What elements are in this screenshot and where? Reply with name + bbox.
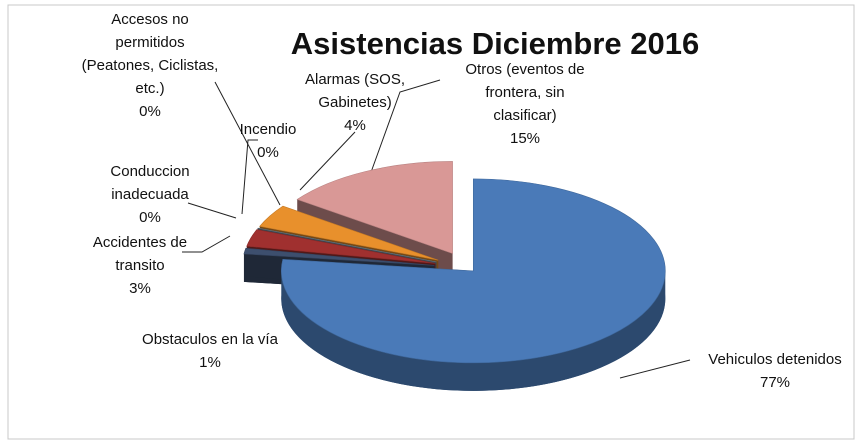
slice-label: Otros (eventos de frontera, sin clasificar… xyxy=(465,61,584,124)
slice-label: Accidentes de transito xyxy=(93,234,187,274)
leader-line xyxy=(619,359,691,379)
slice-label: Vehiculos detenidos xyxy=(708,351,841,368)
leader-line xyxy=(299,131,356,191)
slice-top xyxy=(259,205,439,261)
leader-line xyxy=(182,235,231,253)
slice-value-label: 4% xyxy=(344,117,366,134)
leader-lines xyxy=(182,79,691,379)
slice-label: Incendio xyxy=(240,121,297,138)
slice-top xyxy=(280,178,666,364)
slice-top xyxy=(246,229,436,264)
chart-title: Asistencias Diciembre 2016 xyxy=(291,26,699,61)
leader-line xyxy=(187,202,237,219)
slice-value-label: 3% xyxy=(129,280,151,297)
slice-value-label: 0% xyxy=(257,144,279,161)
leader-line xyxy=(241,139,258,215)
slice-value-label: 77% xyxy=(760,374,790,391)
slice-label: Accesos no permitidos (Peatones, Ciclistas… xyxy=(82,11,219,97)
slice-value-label: 1% xyxy=(199,354,221,371)
leader-line xyxy=(369,79,441,176)
slice-value-label: 15% xyxy=(510,130,540,147)
slice-label: Conduccion inadecuada xyxy=(110,163,189,203)
slice xyxy=(280,178,666,391)
slice-top xyxy=(243,247,435,266)
slice-label: Alarmas (SOS, Gabinetes) xyxy=(305,71,405,111)
slice-side xyxy=(281,270,666,391)
slice-value-label: 0% xyxy=(139,209,161,226)
slice-top xyxy=(257,227,437,263)
slice-top xyxy=(296,161,453,254)
slice-label: Obstaculos en la vía xyxy=(142,331,279,348)
slice-value-label: 0% xyxy=(139,103,161,120)
